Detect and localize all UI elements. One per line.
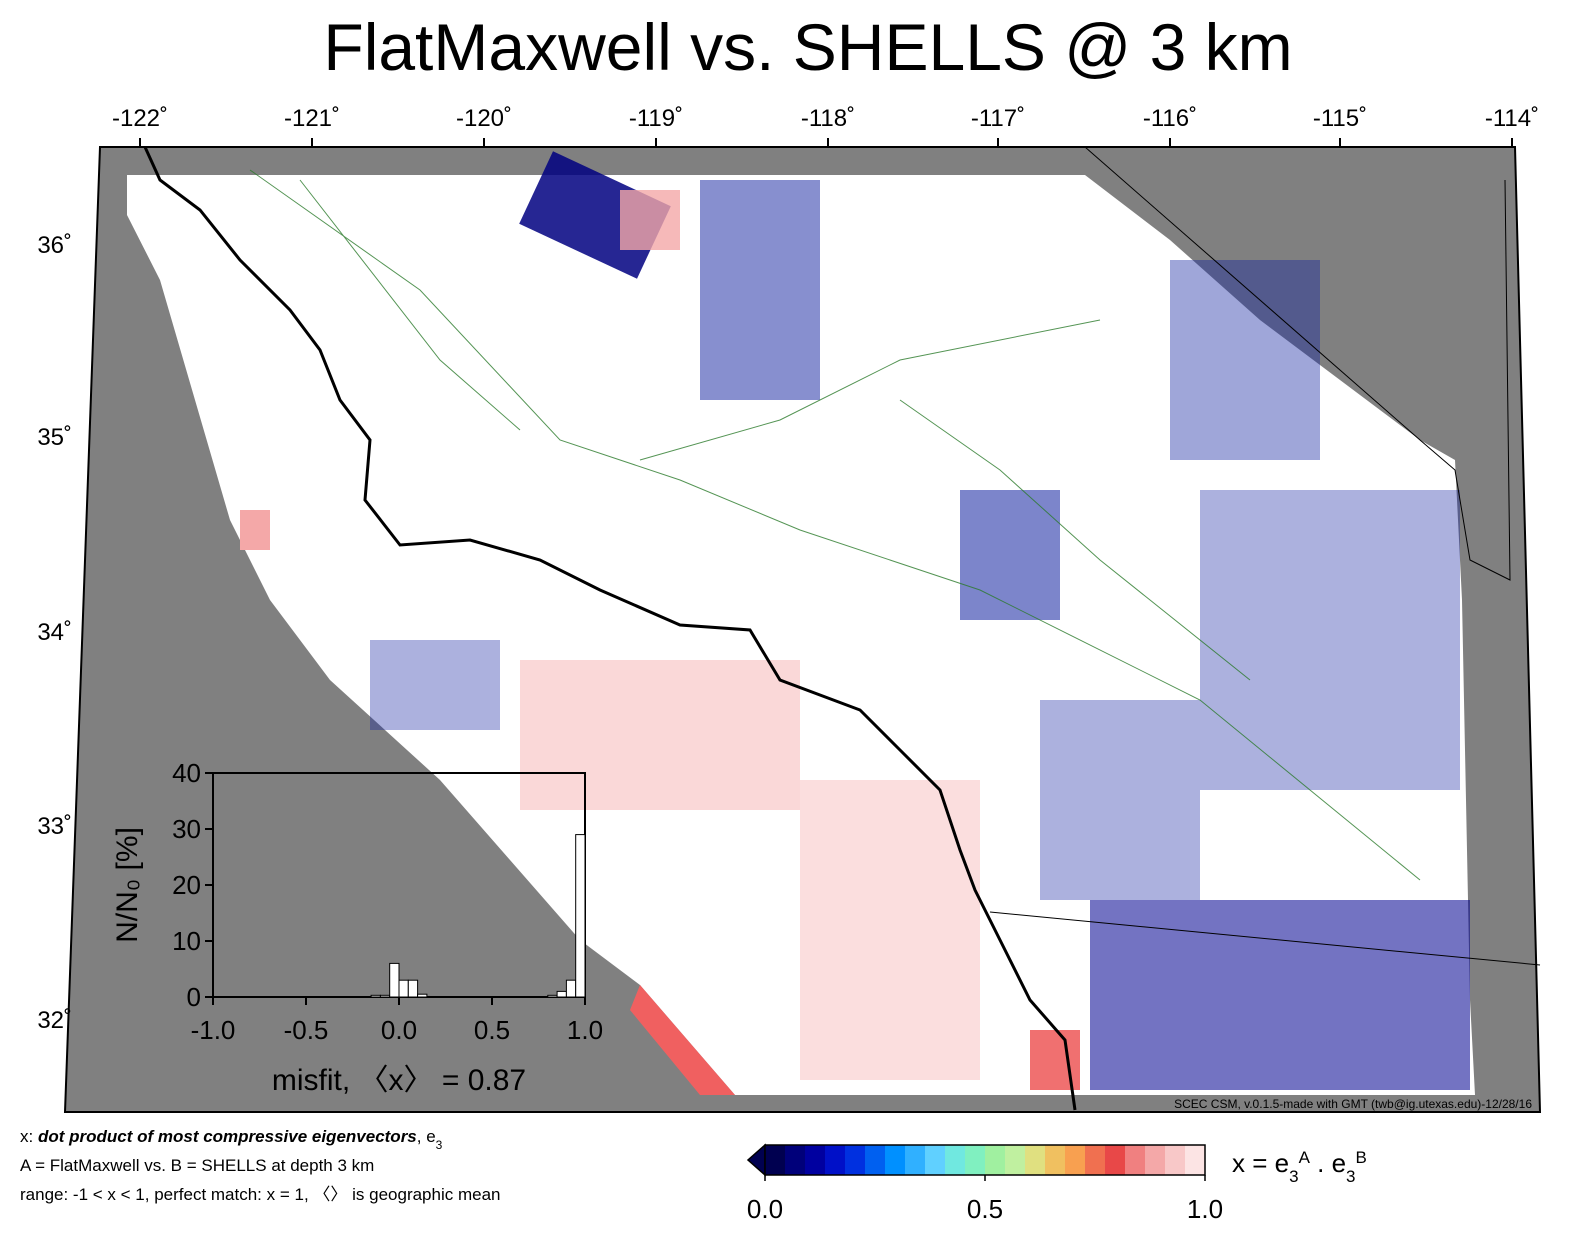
hist-bar [565, 979, 577, 998]
colorbar-label-part: B [1356, 1148, 1367, 1167]
border-line [989, 911, 1541, 966]
credit: SCEC CSM, v.0.1.5-made with GMT (twb@ig.… [1174, 1097, 1532, 1111]
hist-bar [547, 994, 558, 998]
hist-bar [556, 990, 567, 998]
lon-label: -118˚ [801, 105, 855, 132]
hist-bar [407, 979, 419, 998]
note-part: dot product of most compressive eigenvec… [38, 1127, 417, 1146]
y-tick-label: 0 [187, 982, 201, 1012]
colorbar-label-part: x = e [1232, 1148, 1289, 1178]
colorbar-swatch [1045, 1145, 1066, 1175]
colorbar-swatch [805, 1145, 826, 1175]
colorbar-swatch [1025, 1145, 1046, 1175]
lat-label: 35˚ [37, 424, 72, 451]
x-tick-label: 0.5 [474, 1015, 510, 1045]
colorbar-tick-label: 1.0 [1187, 1194, 1223, 1224]
lon-label: -119˚ [629, 105, 683, 132]
misfit-patches [240, 151, 1470, 1095]
hist-bar [379, 994, 391, 998]
colorbar: 0.0 0.5 1.0x = e3A . e3B [746, 1143, 1367, 1224]
colorbar-swatch [865, 1145, 886, 1175]
lat-label: 36˚ [37, 232, 72, 259]
colorbar-swatch [925, 1145, 946, 1175]
colorbar-swatch [1125, 1145, 1146, 1175]
note-part: x: [20, 1127, 38, 1146]
note-line: A = FlatMaxwell vs. B = SHELLS at depth … [20, 1156, 374, 1175]
y-tick-label: 30 [172, 814, 201, 844]
colorbar-tick-label: 0.5 [967, 1194, 1003, 1224]
note-part: , e [417, 1127, 436, 1146]
note-part: 3 [436, 1138, 443, 1152]
colorbar-swatch [1065, 1145, 1086, 1175]
colorbar-swatch [1105, 1145, 1126, 1175]
hist-bar [398, 979, 409, 998]
x-tick-label: -0.5 [284, 1015, 329, 1045]
colorbar-swatch [905, 1145, 926, 1175]
lon-label: -114˚ [1485, 105, 1539, 132]
lon-label: -115˚ [1313, 105, 1367, 132]
note-part: A = FlatMaxwell vs. B = SHELLS at depth … [20, 1156, 374, 1175]
lon-label: -117˚ [971, 105, 1025, 132]
colorbar-swatch [945, 1145, 966, 1175]
colorbar-swatch [785, 1145, 806, 1175]
y-tick-label: 20 [172, 870, 201, 900]
faults [249, 169, 1421, 881]
state-border [1084, 146, 1511, 581]
notes: x: dot product of most compressive eigen… [20, 1127, 501, 1204]
coastline [143, 146, 1077, 1111]
hist-bar [417, 993, 428, 998]
colorbar-swatch [825, 1145, 846, 1175]
note-part: range: -1 < x < 1, perfect match: x = 1,… [20, 1185, 501, 1204]
colorbar-label-part: 3 [1346, 1167, 1355, 1186]
colorbar-arrow [746, 1143, 766, 1177]
x-tick-label: -1.0 [191, 1015, 236, 1045]
hist-bar [575, 834, 586, 998]
colorbar-swatch [845, 1145, 866, 1175]
colorbar-label-part: A [1299, 1148, 1311, 1167]
note-line: x: dot product of most compressive eigen… [20, 1127, 443, 1152]
x-tick-label: 0.0 [381, 1015, 417, 1045]
histogram-inset: -1.0 -0.5 0.0 0.5 1.0 0 10 20 30 40 misfit, 〈x〉 = … [111, 758, 603, 1097]
colorbar-label-part: 3 [1289, 1167, 1298, 1186]
colorbar-label: x = e3A . e3B [1232, 1148, 1367, 1186]
colorbar-swatch [1165, 1145, 1186, 1175]
x-axis-label: misfit, 〈x〉 = 0.87 [272, 1064, 526, 1097]
lat-label: 34˚ [37, 619, 72, 646]
hist-bar [370, 994, 381, 998]
colorbar-swatch [985, 1145, 1006, 1175]
colorbar-swatch [1005, 1145, 1026, 1175]
colorbar-label-part: . e [1310, 1148, 1346, 1178]
lat-label: 33˚ [37, 813, 72, 840]
colorbar-swatch [765, 1145, 786, 1175]
colorbar-tick-label: 0.0 [747, 1194, 783, 1224]
lon-label: -122˚ [112, 105, 168, 132]
hist-bar [389, 962, 400, 998]
y-tick-label: 40 [172, 758, 201, 788]
lon-label: -121˚ [284, 105, 340, 132]
colorbar-swatch [965, 1145, 986, 1175]
colorbar-swatch [885, 1145, 906, 1175]
y-axis-label: N/N₀ [%] [111, 827, 144, 943]
lon-label: -116˚ [1143, 105, 1197, 132]
title: FlatMaxwell vs. SHELLS @ 3 km [323, 10, 1292, 84]
colorbar-swatch [1185, 1145, 1206, 1175]
y-tick-label: 10 [172, 926, 201, 956]
lat-label: 32˚ [37, 1007, 72, 1034]
data-region [127, 175, 1475, 1095]
note-line: range: -1 < x < 1, perfect match: x = 1,… [20, 1185, 501, 1204]
colorbar-swatch [1085, 1145, 1106, 1175]
x-tick-label: 1.0 [567, 1015, 603, 1045]
lon-label: -120˚ [456, 105, 512, 132]
colorbar-swatch [1145, 1145, 1166, 1175]
